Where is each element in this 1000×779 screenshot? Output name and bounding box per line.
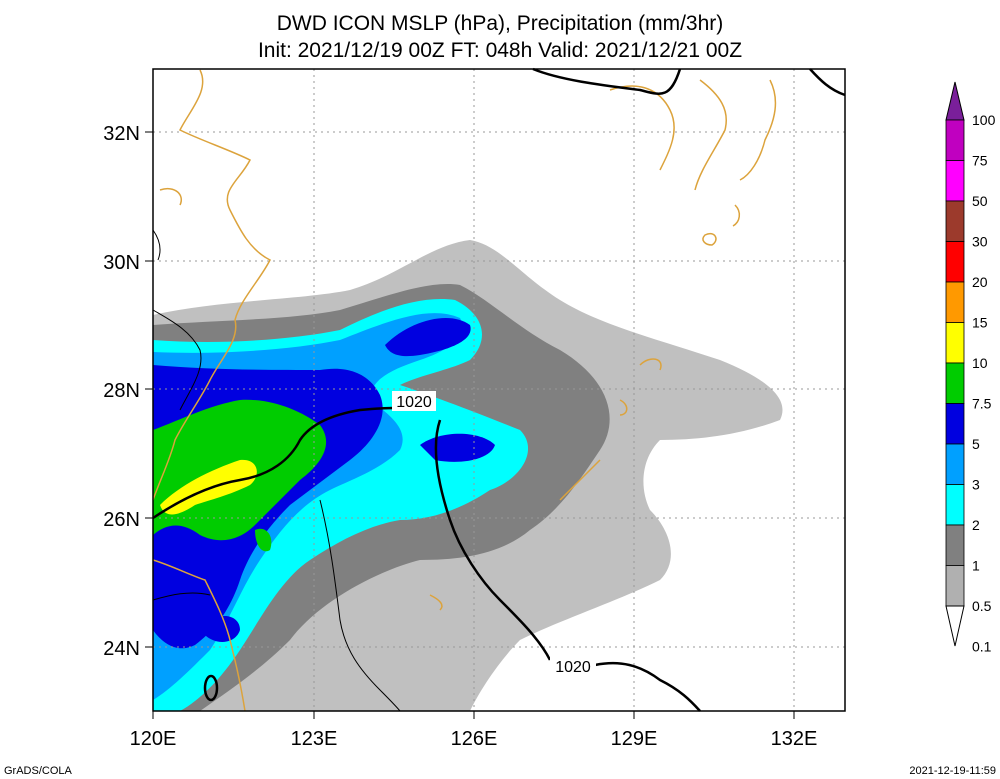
isobars — [152, 67, 846, 712]
colorbar-swatch — [945, 524, 965, 566]
colorbar-label: 3 — [972, 477, 980, 493]
lon-label-129e: 129E — [611, 728, 658, 750]
colorbar-swatch — [945, 362, 965, 404]
map-frame — [152, 68, 846, 712]
title-line-1: DWD ICON MSLP (hPa), Precipitation (mm/3… — [277, 12, 724, 35]
footer-right: 2021-12-19-11:59 — [909, 765, 996, 777]
lat-axis: 32N 30N 28N 26N 24N — [103, 123, 153, 660]
lat-label-32n: 32N — [103, 123, 140, 145]
colorbar-label: 7.5 — [972, 396, 992, 412]
colorbar: 100 75 50 30 20 15 10 7.5 5 3 2 1 0.5 0.1 — [945, 81, 996, 655]
colorbar-swatch — [945, 160, 965, 202]
title-line-2: Init: 2021/12/19 00Z FT: 048h Valid: 202… — [258, 39, 742, 62]
isobar-labels: 1020 1020 — [392, 391, 596, 676]
colorbar-label: 30 — [972, 234, 988, 250]
isobar-label-1: 1020 — [396, 394, 432, 411]
isobar-1020-southeast — [594, 661, 701, 712]
precip-3-east — [420, 433, 495, 462]
colorbar-swatch — [945, 281, 965, 323]
colorbar-label: 0.5 — [972, 598, 992, 614]
colorbar-label: 2 — [972, 517, 980, 533]
colorbar-swatch — [945, 322, 965, 364]
isobar-1020-east — [434, 419, 552, 661]
precip-5-islet — [255, 528, 272, 552]
isobar-north — [532, 67, 682, 95]
colorbar-label: 5 — [972, 436, 980, 452]
colorbar-bottom-arrow — [945, 605, 965, 647]
lon-label-123e: 123E — [291, 728, 338, 750]
lon-label-126e: 126E — [451, 728, 498, 750]
colorbar-swatch — [945, 241, 965, 283]
colorbar-swatch — [945, 443, 965, 485]
colorbar-label: 20 — [972, 274, 988, 290]
colorbar-swatch — [945, 403, 965, 445]
boundaries — [152, 229, 401, 712]
colorbar-label: 75 — [972, 153, 988, 169]
colorbar-label: 10 — [972, 355, 988, 371]
precip-3-north — [385, 317, 471, 357]
colorbar-swatch — [945, 119, 965, 161]
isobar-northeast — [809, 68, 846, 97]
isobar-closed-low — [203, 674, 219, 702]
colorbar-label: 50 — [972, 193, 988, 209]
colorbar-swatch — [945, 565, 965, 607]
isobar-1020-west — [152, 406, 396, 520]
lat-label-30n: 30N — [103, 252, 140, 274]
colorbar-label: 1 — [972, 558, 980, 574]
isobar-label-2: 1020 — [555, 659, 591, 676]
lat-label-28n: 28N — [103, 380, 140, 402]
colorbar-label: 100 — [972, 112, 996, 128]
colorbar-swatch — [945, 200, 965, 242]
precip-3-south — [205, 615, 240, 642]
lat-label-26n: 26N — [103, 509, 140, 531]
lon-axis: 120E 123E 126E 129E 132E — [130, 711, 818, 750]
footer-left: GrADS/COLA — [4, 765, 73, 777]
lat-lon-grid — [153, 69, 845, 711]
colorbar-top-arrow — [945, 81, 965, 121]
coastlines — [152, 69, 777, 712]
colorbar-label: 0.1 — [972, 639, 992, 655]
lon-label-132e: 132E — [771, 728, 818, 750]
precip-0.1-islet — [640, 358, 683, 381]
lat-label-24n: 24N — [103, 638, 140, 660]
lon-label-120e: 120E — [130, 728, 177, 750]
colorbar-swatch — [945, 484, 965, 526]
colorbar-label: 15 — [972, 315, 988, 331]
